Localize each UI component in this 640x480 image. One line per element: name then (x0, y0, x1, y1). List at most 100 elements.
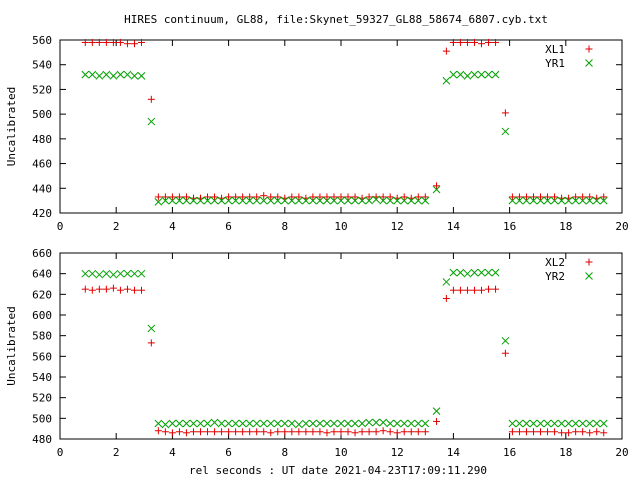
y-tick-label: 520 (32, 83, 52, 96)
data-point (529, 196, 538, 205)
data-point (491, 268, 500, 277)
data-point (456, 268, 465, 277)
data-point (137, 286, 145, 294)
data-point (536, 196, 545, 205)
data-point (245, 196, 254, 205)
data-point (492, 285, 500, 293)
data-point (485, 38, 493, 46)
data-point (259, 196, 268, 205)
x-tick-label: 2 (113, 220, 120, 233)
legend-label: XL1 (545, 43, 565, 56)
data-point (109, 284, 117, 292)
data-point (330, 419, 338, 428)
data-point (302, 196, 310, 205)
legend-label: XL2 (545, 256, 565, 269)
data-point (323, 429, 331, 437)
x-tick-label: 8 (281, 446, 288, 459)
data-point (463, 269, 472, 278)
data-point (161, 196, 170, 205)
data-point (463, 38, 471, 46)
x-tick-label: 8 (281, 220, 288, 233)
data-point (456, 286, 464, 294)
data-point (442, 294, 450, 302)
data-point (386, 193, 394, 201)
data-point (175, 419, 184, 428)
legend-marker (585, 59, 593, 67)
data-point (565, 429, 573, 437)
data-point (330, 193, 338, 201)
data-point (316, 419, 324, 428)
data-point (189, 428, 197, 436)
data-point (196, 196, 205, 205)
plot-frame (59, 252, 623, 440)
data-point (102, 38, 110, 46)
data-point (147, 324, 156, 333)
data-point (182, 429, 190, 437)
data-point (175, 196, 184, 205)
data-point (536, 419, 545, 428)
data-point (344, 428, 352, 436)
data-point (592, 196, 601, 205)
data-point (379, 427, 387, 435)
x-tick-label: 14 (447, 220, 461, 233)
data-point (558, 429, 566, 437)
data-point (593, 428, 601, 436)
data-point (337, 196, 345, 205)
data-point (579, 428, 587, 436)
data-point (501, 349, 509, 357)
data-point (130, 286, 138, 294)
data-point (599, 419, 608, 428)
x-tick-label: 14 (447, 446, 461, 459)
y-tick-label: 520 (32, 392, 52, 405)
x-tick-label: 0 (57, 446, 64, 459)
data-point (351, 419, 359, 428)
data-point (586, 429, 594, 437)
data-point (168, 429, 176, 437)
data-point (182, 193, 190, 201)
data-point (323, 193, 331, 201)
data-point (239, 193, 247, 201)
data-point (309, 196, 317, 205)
data-point (95, 285, 103, 293)
x-tick-label: 2 (113, 446, 120, 459)
data-point (211, 193, 219, 201)
data-point (330, 428, 338, 436)
data-point (161, 193, 169, 201)
data-point (168, 419, 177, 428)
data-point (501, 336, 510, 345)
data-point (522, 196, 531, 205)
data-point (309, 193, 317, 201)
data-point (260, 192, 268, 200)
data-point (203, 196, 212, 205)
data-point (351, 196, 359, 205)
data-point (379, 193, 387, 201)
data-point (273, 196, 282, 205)
x-tick-label: 4 (169, 220, 176, 233)
x-tick-label: 12 (391, 220, 404, 233)
data-point (600, 193, 608, 201)
y-axis-label: Uncalibrated (5, 87, 18, 166)
data-point (571, 196, 580, 205)
data-point (421, 428, 429, 436)
data-point (470, 286, 478, 294)
y-tick-label: 440 (32, 182, 52, 195)
data-point (351, 429, 359, 437)
x-tick-label: 6 (225, 220, 232, 233)
data-point (116, 269, 125, 278)
data-point (147, 95, 155, 103)
data-point (309, 428, 317, 436)
data-point (522, 193, 530, 201)
data-point (147, 339, 155, 347)
data-point (529, 428, 537, 436)
data-point (478, 286, 485, 294)
data-point (522, 428, 530, 436)
legend-marker (585, 258, 593, 266)
data-point (316, 193, 324, 201)
data-point (421, 193, 429, 201)
data-point (393, 419, 402, 428)
legend-label: YR1 (545, 57, 565, 70)
data-point (508, 196, 517, 205)
data-point (295, 193, 303, 201)
data-point (224, 419, 233, 428)
